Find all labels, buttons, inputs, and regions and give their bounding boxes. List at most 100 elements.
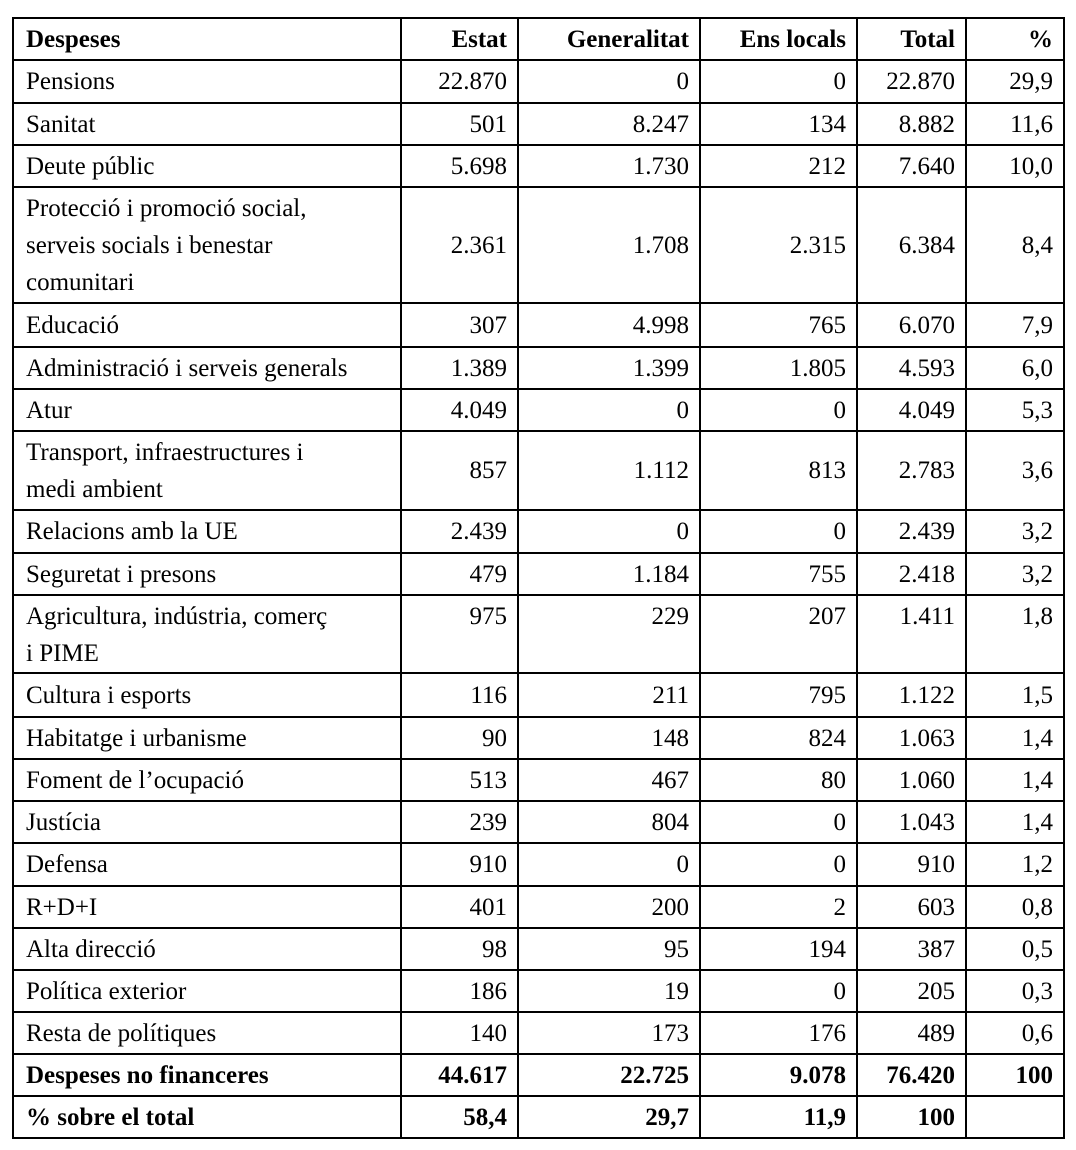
table-row: Agricultura, indústria, comerç i PIME 975… bbox=[12, 594, 1065, 674]
cell-percent: 1,4 bbox=[965, 758, 1065, 802]
cell-ens-locals: 0 bbox=[699, 59, 858, 104]
cell-total: 1.122 bbox=[856, 672, 967, 718]
cell-percent: 1,4 bbox=[965, 716, 1065, 760]
cell-generalitat: 804 bbox=[517, 800, 701, 844]
table-row: Administració i serveis generals 1.389 1.3… bbox=[12, 346, 1065, 390]
cell-label: Cultura i esports bbox=[12, 672, 402, 718]
cell-generalitat: 467 bbox=[517, 758, 701, 802]
cell-percent: 0,5 bbox=[965, 927, 1065, 971]
cell-ens-locals: 1.805 bbox=[699, 346, 858, 390]
table-row: Política exterior 186 19 0 205 0,3 bbox=[12, 969, 1065, 1013]
table-row: Relacions amb la UE 2.439 0 0 2.439 3,2 bbox=[12, 509, 1065, 554]
cell-generalitat: 148 bbox=[517, 716, 701, 760]
cell-ens-locals: 9.078 bbox=[699, 1053, 858, 1097]
cell-estat: 58,4 bbox=[400, 1095, 519, 1139]
table-row: Alta direcció 98 95 194 387 0,5 bbox=[12, 927, 1065, 971]
cell-estat: 2.361 bbox=[400, 186, 519, 304]
cell-generalitat: 0 bbox=[517, 388, 701, 432]
cell-ens-locals: 0 bbox=[699, 969, 858, 1013]
cell-percent: 6,0 bbox=[965, 346, 1065, 390]
cell-estat: 1.389 bbox=[400, 346, 519, 390]
cell-label: R+D+I bbox=[12, 885, 402, 929]
cell-generalitat: 95 bbox=[517, 927, 701, 971]
cell-generalitat: 1.184 bbox=[517, 552, 701, 596]
table-row: Habitatge i urbanisme 90 148 824 1.063 1,4 bbox=[12, 716, 1065, 760]
cell-estat: 116 bbox=[400, 672, 519, 718]
total-row: Despeses no financeres 44.617 22.725 9.078 7… bbox=[12, 1053, 1065, 1097]
cell-total: 76.420 bbox=[856, 1053, 967, 1097]
table-row: Sanitat 501 8.247 134 8.882 11,6 bbox=[12, 102, 1065, 146]
cell-percent: 3,6 bbox=[965, 430, 1065, 511]
cell-total: 2.783 bbox=[856, 430, 967, 511]
cell-estat: 4.049 bbox=[400, 388, 519, 432]
cell-generalitat: 1.399 bbox=[517, 346, 701, 390]
table-row: Atur 4.049 0 0 4.049 5,3 bbox=[12, 388, 1065, 432]
table-row: Resta de polítiques 140 173 176 489 0,6 bbox=[12, 1011, 1065, 1055]
cell-label: Deute públic bbox=[12, 144, 402, 188]
table-row: Protecció i promoció social, serveis soc… bbox=[12, 186, 1065, 304]
cell-total: 2.418 bbox=[856, 552, 967, 596]
cell-percent: 1,8 bbox=[965, 594, 1065, 674]
cell-percent: 10,0 bbox=[965, 144, 1065, 188]
cell-generalitat: 200 bbox=[517, 885, 701, 929]
cell-ens-locals: 0 bbox=[699, 842, 858, 887]
cell-label: Administració i serveis generals bbox=[12, 346, 402, 390]
cell-ens-locals: 813 bbox=[699, 430, 858, 511]
cell-percent: 11,6 bbox=[965, 102, 1065, 146]
cell-label: Despeses no financeres bbox=[12, 1053, 402, 1097]
cell-percent: 29,9 bbox=[965, 59, 1065, 104]
cell-estat: 239 bbox=[400, 800, 519, 844]
cell-label: Pensions bbox=[12, 59, 402, 104]
cell-generalitat: 8.247 bbox=[517, 102, 701, 146]
cell-label: Agricultura, indústria, comerç i PIME bbox=[12, 594, 402, 674]
cell-generalitat: 29,7 bbox=[517, 1095, 701, 1139]
header-total: Total bbox=[856, 17, 967, 61]
cell-ens-locals: 0 bbox=[699, 800, 858, 844]
cell-ens-locals: 176 bbox=[699, 1011, 858, 1055]
table-row: Cultura i esports 116 211 795 1.122 1,5 bbox=[12, 672, 1065, 718]
cell-percent: 7,9 bbox=[965, 302, 1065, 348]
cell-total: 205 bbox=[856, 969, 967, 1013]
cell-label: Protecció i promoció social, serveis soc… bbox=[12, 186, 402, 304]
cell-total: 6.070 bbox=[856, 302, 967, 348]
cell-generalitat: 211 bbox=[517, 672, 701, 718]
cell-label: Foment de l’ocupació bbox=[12, 758, 402, 802]
cell-total: 4.049 bbox=[856, 388, 967, 432]
cell-generalitat: 4.998 bbox=[517, 302, 701, 348]
table-row: Seguretat i presons 479 1.184 755 2.418 3,2 bbox=[12, 552, 1065, 596]
cell-total: 4.593 bbox=[856, 346, 967, 390]
cell-ens-locals: 765 bbox=[699, 302, 858, 348]
cell-ens-locals: 194 bbox=[699, 927, 858, 971]
cell-estat: 513 bbox=[400, 758, 519, 802]
cell-ens-locals: 80 bbox=[699, 758, 858, 802]
cell-label: Seguretat i presons bbox=[12, 552, 402, 596]
cell-estat: 401 bbox=[400, 885, 519, 929]
cell-percent: 0,3 bbox=[965, 969, 1065, 1013]
cell-total: 1.063 bbox=[856, 716, 967, 760]
cell-percent: 0,8 bbox=[965, 885, 1065, 929]
cell-label: Sanitat bbox=[12, 102, 402, 146]
cell-estat: 479 bbox=[400, 552, 519, 596]
cell-label: Alta direcció bbox=[12, 927, 402, 971]
header-percent: % bbox=[965, 17, 1065, 61]
header-ens-locals: Ens locals bbox=[699, 17, 858, 61]
table-row: Justícia 239 804 0 1.043 1,4 bbox=[12, 800, 1065, 844]
cell-label: Política exterior bbox=[12, 969, 402, 1013]
cell-estat: 186 bbox=[400, 969, 519, 1013]
cell-label: Resta de polítiques bbox=[12, 1011, 402, 1055]
cell-percent: 8,4 bbox=[965, 186, 1065, 304]
cell-percent: 3,2 bbox=[965, 552, 1065, 596]
cell-estat: 5.698 bbox=[400, 144, 519, 188]
expenses-table: Despeses Estat Generalitat Ens locals Total%… bbox=[12, 17, 1065, 1139]
cell-total: 603 bbox=[856, 885, 967, 929]
cell-total: 1.043 bbox=[856, 800, 967, 844]
cell-estat: 140 bbox=[400, 1011, 519, 1055]
total-row: % sobre el total 58,4 29,7 11,9 100 bbox=[12, 1095, 1065, 1139]
cell-percent: 3,2 bbox=[965, 509, 1065, 554]
cell-total: 910 bbox=[856, 842, 967, 887]
cell-estat: 857 bbox=[400, 430, 519, 511]
cell-total: 2.439 bbox=[856, 509, 967, 554]
cell-ens-locals: 2.315 bbox=[699, 186, 858, 304]
cell-total: 100 bbox=[856, 1095, 967, 1139]
table-row: Deute públic 5.698 1.730 212 7.640 10,0 bbox=[12, 144, 1065, 188]
